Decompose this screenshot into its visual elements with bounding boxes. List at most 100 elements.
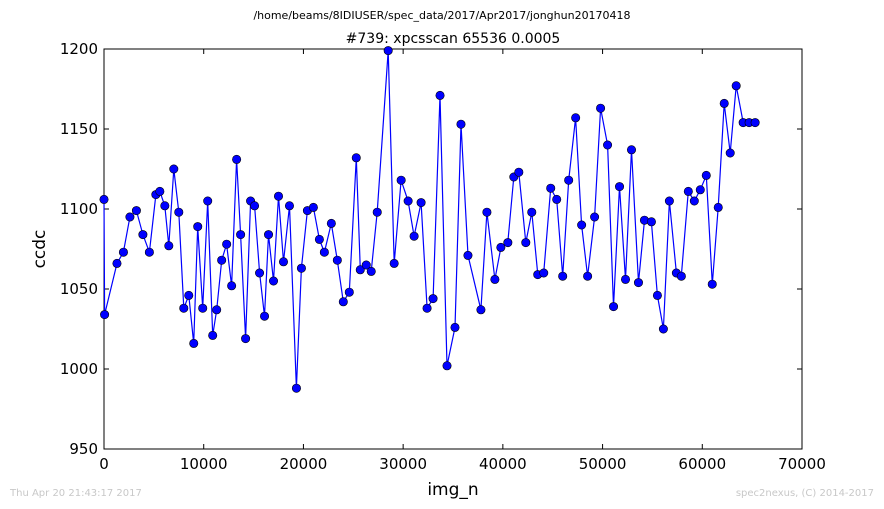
data-point — [583, 271, 593, 281]
data-point — [198, 303, 208, 313]
data-point — [615, 182, 625, 192]
data-point — [138, 230, 148, 240]
data-point — [521, 238, 531, 248]
y-tick-label: 1150 — [60, 120, 98, 138]
data-point — [396, 175, 406, 185]
data-point — [217, 255, 227, 265]
data-point — [284, 201, 294, 211]
data-point — [296, 263, 306, 273]
data-point — [332, 255, 342, 265]
data-point — [164, 241, 174, 251]
data-point — [422, 303, 432, 313]
data-point — [314, 234, 324, 244]
data-point — [144, 247, 154, 257]
data-point — [490, 274, 500, 284]
data-point — [389, 258, 399, 268]
x-axis-label: img_n — [427, 480, 478, 500]
chart-title: #739: xpcsscan 65536 0.0005 — [346, 31, 561, 47]
data-point — [403, 196, 413, 206]
data-point — [428, 294, 438, 304]
data-point — [514, 167, 524, 177]
y-tick-label: 1200 — [60, 40, 98, 58]
data-point — [621, 274, 631, 284]
data-point — [250, 201, 260, 211]
data-point — [476, 305, 486, 315]
data-point — [707, 279, 717, 289]
data-point — [326, 218, 336, 228]
data-point — [184, 290, 194, 300]
y-tick-label: 1100 — [60, 200, 98, 218]
data-point — [658, 324, 668, 334]
data-point — [750, 118, 760, 128]
data-point — [603, 140, 613, 150]
data-point — [646, 217, 656, 227]
data-point — [456, 119, 466, 129]
data-point — [366, 266, 376, 276]
y-tick-label: 1050 — [60, 280, 98, 298]
data-point — [308, 202, 318, 212]
data-point — [125, 212, 135, 222]
data-point — [99, 194, 109, 204]
x-tick-label: 50000 — [579, 455, 627, 473]
data-point — [112, 258, 122, 268]
data-point — [241, 334, 251, 344]
data-point — [232, 154, 242, 164]
data-point — [482, 207, 492, 217]
data-point — [208, 330, 218, 340]
series-line — [103, 50, 756, 389]
data-point — [416, 198, 426, 208]
data-point — [558, 271, 568, 281]
data-point — [189, 338, 199, 348]
y-tick-label: 950 — [69, 440, 98, 458]
data-point — [676, 271, 686, 281]
data-point — [442, 361, 452, 371]
data-point — [255, 268, 265, 278]
data-point — [609, 302, 619, 312]
data-point — [203, 196, 213, 206]
data-point — [596, 103, 606, 113]
data-point — [664, 196, 674, 206]
data-point — [174, 207, 184, 217]
data-point — [155, 186, 165, 196]
x-tick-label: 40000 — [479, 455, 527, 473]
data-point — [160, 201, 170, 211]
data-point — [409, 231, 419, 241]
data-point — [496, 242, 506, 252]
data-point — [236, 230, 246, 240]
data-point — [319, 247, 329, 257]
data-point — [383, 46, 393, 56]
data-point — [278, 257, 288, 267]
data-point — [361, 260, 371, 270]
data-point — [193, 222, 203, 232]
data-point — [577, 220, 587, 230]
data-point — [590, 212, 600, 222]
data-point — [719, 98, 729, 108]
data-point — [725, 148, 735, 158]
data-point — [546, 183, 556, 193]
data-point — [689, 196, 699, 206]
data-point — [564, 175, 574, 185]
data-point — [463, 250, 473, 260]
y-axis-label: ccdc — [30, 230, 50, 269]
data-point — [539, 268, 549, 278]
data-point — [527, 207, 537, 217]
data-point — [169, 164, 179, 174]
data-point — [372, 207, 382, 217]
x-tick-label: 70000 — [778, 455, 826, 473]
data-point — [701, 170, 711, 180]
data-point — [355, 265, 365, 275]
data-point — [291, 383, 301, 393]
data-point — [552, 194, 562, 204]
data-point — [179, 303, 189, 313]
data-point — [264, 230, 274, 240]
data-point — [351, 153, 361, 163]
x-tick-label: 60000 — [678, 455, 726, 473]
data-point — [683, 186, 693, 196]
data-point — [571, 113, 581, 123]
data-point — [118, 247, 128, 257]
data-point — [338, 297, 348, 307]
data-point — [227, 281, 237, 291]
x-tick-label: 20000 — [280, 455, 328, 473]
data-point — [731, 81, 741, 91]
